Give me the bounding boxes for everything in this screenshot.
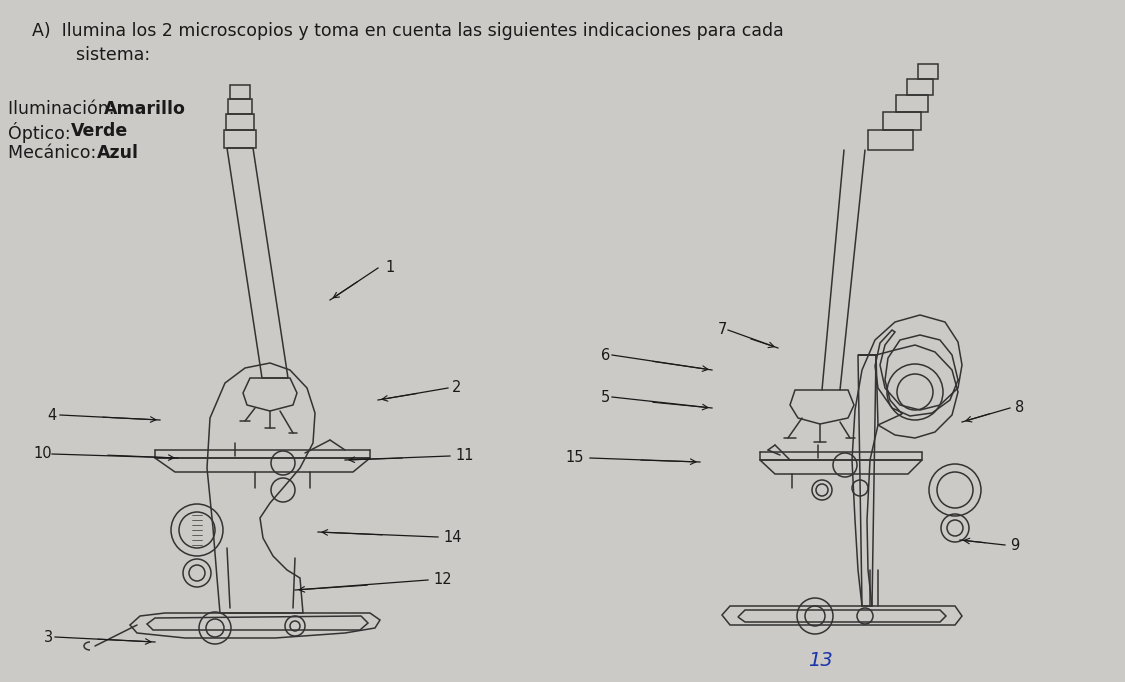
Bar [918, 64, 938, 79]
Text: 11: 11 [455, 449, 474, 464]
Text: 15: 15 [565, 451, 584, 466]
Bar [907, 79, 933, 95]
Text: 6: 6 [601, 348, 610, 363]
Text: Óptico:: Óptico: [8, 122, 76, 143]
Text: 13: 13 [808, 651, 832, 670]
Text: 12: 12 [433, 572, 451, 587]
Text: 8: 8 [1015, 400, 1024, 415]
Text: A)  Ilumina los 2 microscopios y toma en cuenta las siguientes indicaciones para: A) Ilumina los 2 microscopios y toma en … [32, 22, 784, 40]
Text: Azul: Azul [97, 144, 140, 162]
Bar [224, 130, 256, 148]
Text: Mecánico:: Mecánico: [8, 144, 101, 162]
Text: 2: 2 [452, 381, 461, 396]
Text: Iluminación:: Iluminación: [8, 100, 120, 118]
Text: Amarillo: Amarillo [104, 100, 186, 118]
Bar [228, 99, 252, 114]
Bar [226, 114, 254, 130]
Text: 4: 4 [47, 408, 56, 423]
Text: 14: 14 [443, 529, 461, 544]
Text: 7: 7 [718, 323, 728, 338]
Bar [868, 130, 914, 150]
Text: Verde: Verde [71, 122, 128, 140]
Bar [883, 112, 921, 130]
Text: 5: 5 [601, 389, 610, 404]
Text: 3: 3 [44, 629, 53, 644]
Text: 10: 10 [33, 447, 52, 462]
Bar [229, 85, 250, 99]
Text: 1: 1 [385, 261, 394, 276]
Text: 9: 9 [1010, 537, 1019, 552]
Text: sistema:: sistema: [32, 46, 150, 64]
Bar [896, 95, 928, 112]
